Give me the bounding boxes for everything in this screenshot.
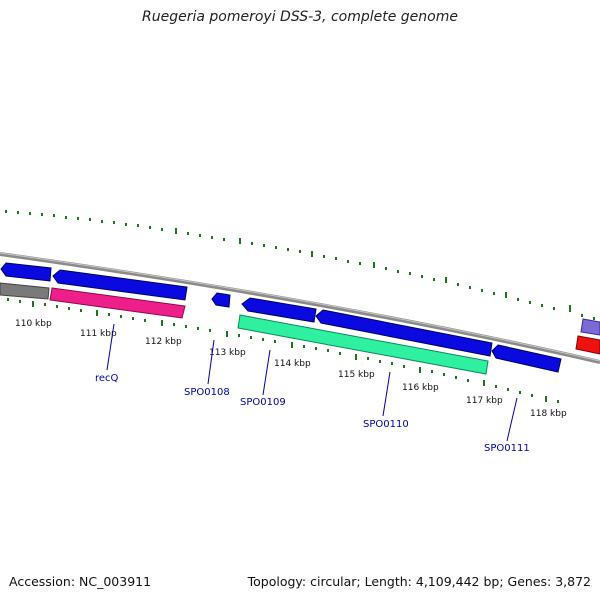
spo0110-gene-feature[interactable] xyxy=(237,314,489,375)
reverse-strand-features xyxy=(0,282,600,375)
gene-label-lines xyxy=(106,323,518,442)
red-feature[interactable] xyxy=(575,335,600,355)
kbp-label: 117 kbp xyxy=(466,396,503,406)
forward-strand-features xyxy=(0,262,600,373)
kbp-labels: 110 kbp 111 kbp 112 kbp 113 kbp 114 kbp … xyxy=(15,319,567,419)
genome-backbone xyxy=(0,252,600,364)
genome-summary-text: Topology: circular; Length: 4,109,442 bp… xyxy=(247,574,591,589)
kbp-label: 115 kbp xyxy=(338,370,375,380)
gene-arrow-forward[interactable] xyxy=(241,297,317,323)
inner-tick-ring xyxy=(7,298,559,403)
gene-arrow-forward[interactable] xyxy=(52,269,188,301)
gene-label-spo0109[interactable]: SPO0109 xyxy=(240,397,286,408)
gene-label-spo0110[interactable]: SPO0110 xyxy=(363,419,409,430)
grey-feature[interactable] xyxy=(0,282,50,300)
gene-arrow-forward[interactable] xyxy=(580,318,600,336)
kbp-label: 116 kbp xyxy=(402,383,439,393)
kbp-label: 110 kbp xyxy=(15,319,52,329)
map-title: Ruegeria pomeroyi DSS-3, complete genome xyxy=(142,9,458,25)
gene-arrow-forward[interactable] xyxy=(211,292,231,308)
kbp-label: 111 kbp xyxy=(80,329,117,339)
recq-gene-feature[interactable] xyxy=(49,287,186,319)
gene-label-spo0108[interactable]: SPO0108 xyxy=(184,387,230,398)
gene-label-recq[interactable]: recQ xyxy=(95,373,119,384)
gene-arrow-forward[interactable] xyxy=(315,309,493,357)
gene-labels: recQ SPO0108 SPO0109 SPO0110 SPO0111 xyxy=(95,373,530,454)
outer-tick-ring xyxy=(5,210,595,320)
kbp-label: 112 kbp xyxy=(145,337,182,347)
gene-arrow-forward[interactable] xyxy=(0,262,52,282)
accession-text: Accession: NC_003911 xyxy=(9,574,152,589)
kbp-label: 118 kbp xyxy=(530,409,567,419)
kbp-label: 113 kbp xyxy=(209,348,246,358)
gene-label-spo0111[interactable]: SPO0111 xyxy=(484,443,530,454)
kbp-label: 114 kbp xyxy=(274,359,311,369)
gene-arrow-forward[interactable] xyxy=(491,344,562,373)
